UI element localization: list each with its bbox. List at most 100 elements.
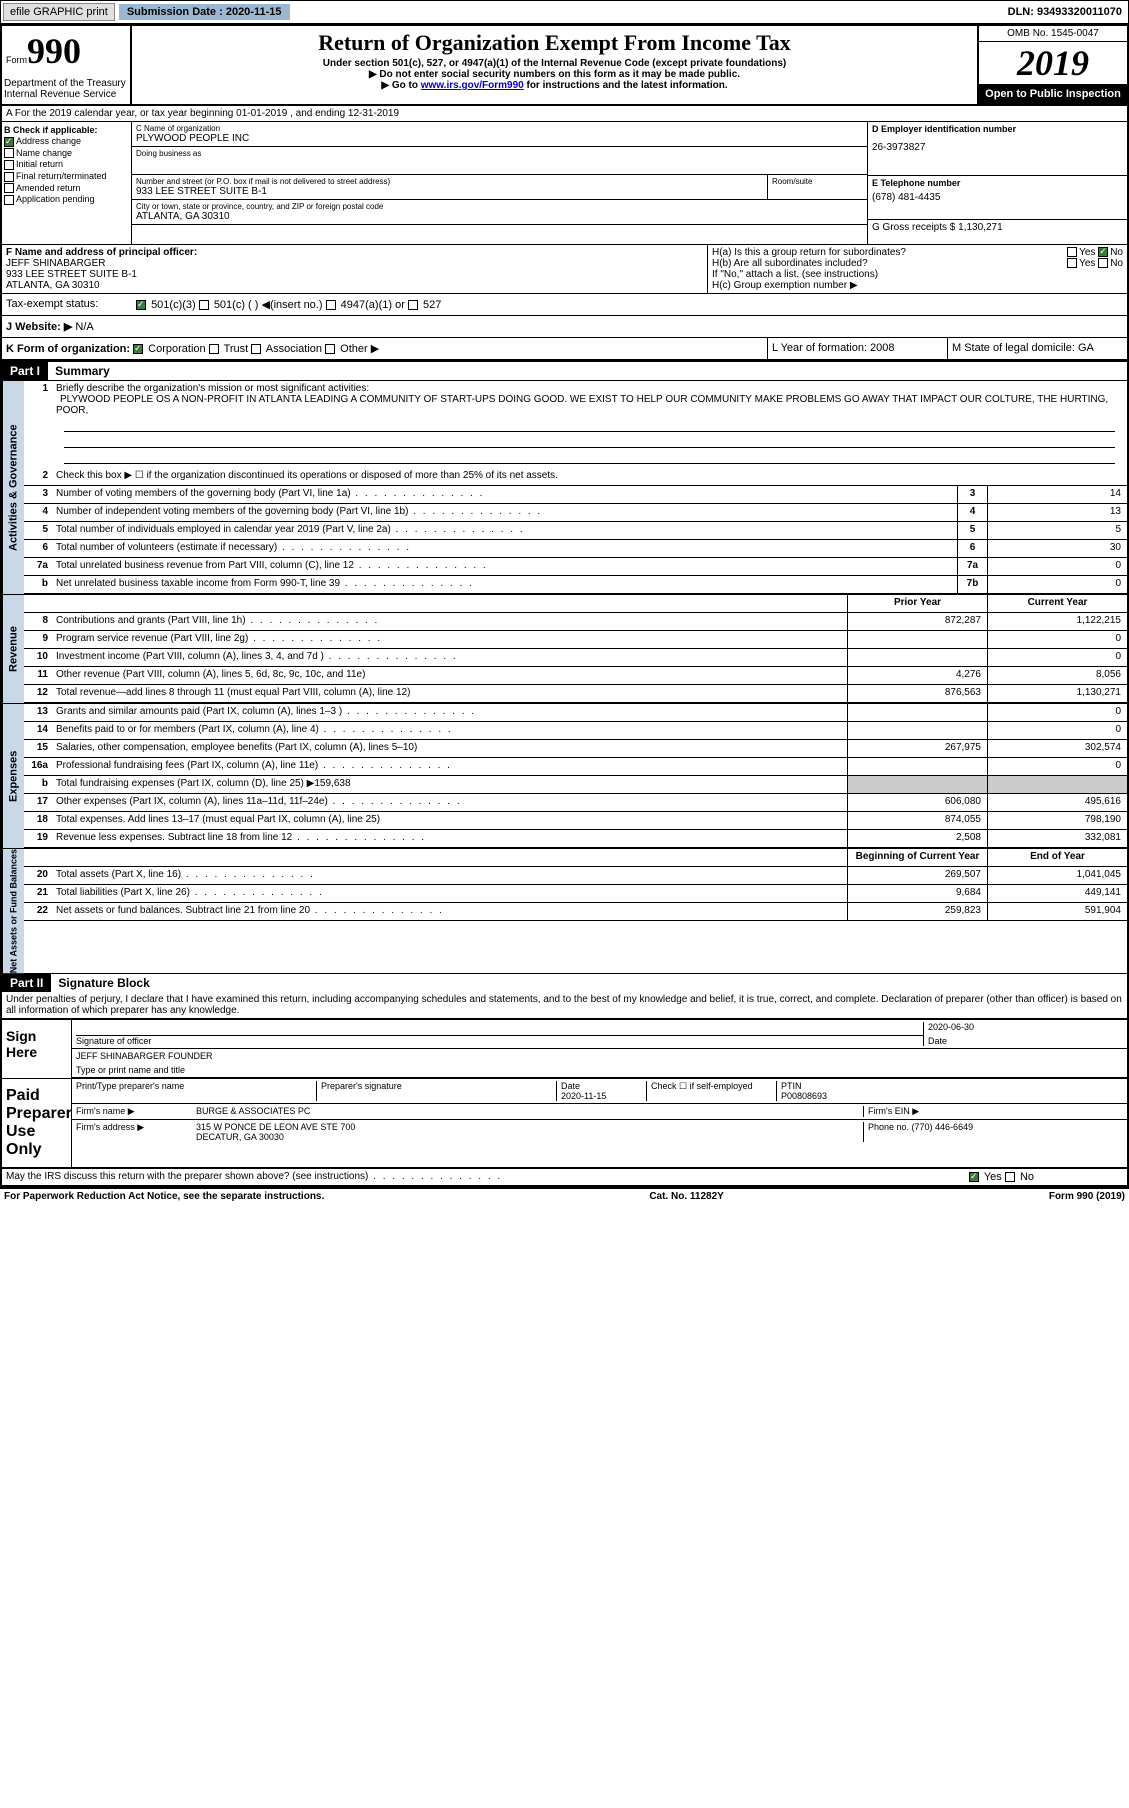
hb-no-checkbox[interactable]	[1098, 258, 1108, 268]
activities-label: Activities & Governance	[2, 381, 24, 594]
signature-block: Sign Here Signature of officer 2020-06-3…	[2, 1018, 1127, 1186]
right-info: D Employer identification number 26-3973…	[867, 122, 1127, 244]
ha-no-checkbox[interactable]	[1098, 247, 1108, 257]
form-990-container: Form990 Department of the Treasury Inter…	[0, 24, 1129, 1188]
form-label: Form	[6, 55, 27, 65]
discuss-yes-checkbox[interactable]	[969, 1172, 979, 1182]
principal-h-section: F Name and address of principal officer:…	[2, 245, 1127, 294]
org-name: PLYWOOD PEOPLE INC	[136, 133, 863, 144]
org-address: 933 LEE STREET SUITE B-1	[136, 186, 763, 197]
note-link: ▶ Go to www.irs.gov/Form990 for instruct…	[136, 80, 973, 91]
discuss-no-checkbox[interactable]	[1005, 1172, 1015, 1182]
name-change-checkbox[interactable]	[4, 148, 14, 158]
h-questions: H(a) Is this a group return for subordin…	[707, 245, 1127, 293]
principal-officer: F Name and address of principal officer:…	[2, 245, 707, 293]
part1-header-row: Part I Summary	[2, 361, 1127, 380]
prior-year-header: Prior Year	[847, 595, 987, 612]
revenue-label: Revenue	[2, 595, 24, 703]
part1-badge: Part I	[2, 362, 48, 380]
officer-name: JEFF SHINABARGER FOUNDER	[76, 1051, 1123, 1065]
org-info: C Name of organization PLYWOOD PEOPLE IN…	[132, 122, 867, 244]
org-city: ATLANTA, GA 30310	[136, 211, 863, 222]
part2-header-row: Part II Signature Block	[2, 973, 1127, 992]
initial-return-checkbox[interactable]	[4, 160, 14, 170]
ha-yes-checkbox[interactable]	[1067, 247, 1077, 257]
org-name-label: C Name of organization	[136, 124, 863, 133]
amended-checkbox[interactable]	[4, 183, 14, 193]
form-number-block: Form990	[2, 26, 132, 76]
footer: For Paperwork Reduction Act Notice, see …	[0, 1188, 1129, 1204]
other-checkbox[interactable]	[325, 344, 335, 354]
final-return-checkbox[interactable]	[4, 172, 14, 182]
dept-block: Department of the Treasury Internal Reve…	[2, 76, 132, 104]
hb-yes-checkbox[interactable]	[1067, 258, 1077, 268]
trust-checkbox[interactable]	[209, 344, 219, 354]
tax-year-row: A For the 2019 calendar year, or tax yea…	[2, 106, 1127, 122]
dba-label: Doing business as	[136, 149, 863, 158]
assoc-checkbox[interactable]	[251, 344, 261, 354]
tax-status-label: Tax-exempt status:	[6, 298, 136, 311]
part1-title: Summary	[51, 362, 114, 380]
section-a: B Check if applicable: Address change Na…	[2, 122, 1127, 245]
app-pending-checkbox[interactable]	[4, 195, 14, 205]
netassets-section: Net Assets or Fund Balances Beginning of…	[2, 848, 1127, 973]
form-header: Form990 Department of the Treasury Inter…	[2, 26, 1127, 106]
omb-number: OMB No. 1545-0047	[979, 26, 1127, 42]
website-row: J Website: ▶ N/A	[2, 316, 1127, 338]
revenue-section: Revenue Prior YearCurrent Year 8Contribu…	[2, 594, 1127, 703]
right-header-block: OMB No. 1545-0047 2019 Open to Public In…	[977, 26, 1127, 104]
4947-checkbox[interactable]	[326, 300, 336, 310]
year-formation: L Year of formation: 2008	[767, 338, 947, 359]
line7a-val: 0	[987, 558, 1127, 575]
mission-text: PLYWOOD PEOPLE OS A NON-PROFIT IN ATLANT…	[56, 392, 1108, 418]
expenses-section: Expenses 13Grants and similar amounts pa…	[2, 703, 1127, 848]
check-label: B Check if applicable:	[4, 125, 129, 135]
note-ssn: ▶ Do not enter social security numbers o…	[136, 69, 973, 80]
state-domicile: M State of legal domicile: GA	[947, 338, 1127, 359]
501c3-checkbox[interactable]	[136, 300, 146, 310]
sign-here-label: Sign Here	[2, 1020, 72, 1078]
dln-label: DLN: 93493320011070	[1008, 6, 1126, 18]
efile-print-button[interactable]: efile GRAPHIC print	[3, 3, 115, 21]
top-toolbar: efile GRAPHIC print Submission Date : 20…	[0, 0, 1129, 24]
tax-exempt-row: Tax-exempt status: 501(c)(3) 501(c) ( ) …	[2, 294, 1127, 316]
activities-section: Activities & Governance 1 Briefly descri…	[2, 380, 1127, 594]
paperwork-notice: For Paperwork Reduction Act Notice, see …	[4, 1191, 324, 1202]
tax-year: 2019	[979, 42, 1127, 84]
ein-label: D Employer identification number	[872, 124, 1123, 134]
subtitle: Under section 501(c), 527, or 4947(a)(1)…	[136, 58, 973, 69]
room-label: Room/suite	[772, 177, 863, 186]
check-if-applicable: B Check if applicable: Address change Na…	[2, 122, 132, 244]
part2-badge: Part II	[2, 974, 51, 992]
form-990-number: 990	[27, 31, 81, 71]
paid-preparer-label: Paid Preparer Use Only	[2, 1079, 72, 1167]
line7b-val: 0	[987, 576, 1127, 593]
gross-receipts: G Gross receipts $ 1,130,271	[872, 222, 1123, 233]
addr-label: Number and street (or P.O. box if mail i…	[136, 177, 763, 186]
current-year-header: Current Year	[987, 595, 1127, 612]
cat-number: Cat. No. 11282Y	[649, 1191, 723, 1202]
phone-value: (678) 481-4435	[872, 192, 1123, 203]
form-org-row: K Form of organization: Corporation Trus…	[2, 338, 1127, 361]
corp-checkbox[interactable]	[133, 344, 143, 354]
submission-date: Submission Date : 2020-11-15	[119, 4, 290, 20]
501c-checkbox[interactable]	[199, 300, 209, 310]
form-version: Form 990 (2019)	[1049, 1191, 1125, 1202]
open-public-badge: Open to Public Inspection	[979, 84, 1127, 104]
expenses-label: Expenses	[2, 704, 24, 848]
527-checkbox[interactable]	[408, 300, 418, 310]
ein-value: 26-3973827	[872, 142, 1123, 153]
netassets-label: Net Assets or Fund Balances	[2, 849, 24, 973]
line6-val: 30	[987, 540, 1127, 557]
declaration-text: Under penalties of perjury, I declare th…	[2, 992, 1127, 1018]
irs-link[interactable]: www.irs.gov/Form990	[421, 80, 524, 91]
line5-val: 5	[987, 522, 1127, 539]
line4-val: 13	[987, 504, 1127, 521]
form-title: Return of Organization Exempt From Incom…	[136, 30, 973, 56]
title-block: Return of Organization Exempt From Incom…	[132, 26, 977, 104]
address-change-checkbox[interactable]	[4, 137, 14, 147]
line3-val: 14	[987, 486, 1127, 503]
part2-title: Signature Block	[54, 974, 153, 992]
city-label: City or town, state or province, country…	[136, 202, 863, 211]
phone-label: E Telephone number	[872, 178, 1123, 188]
